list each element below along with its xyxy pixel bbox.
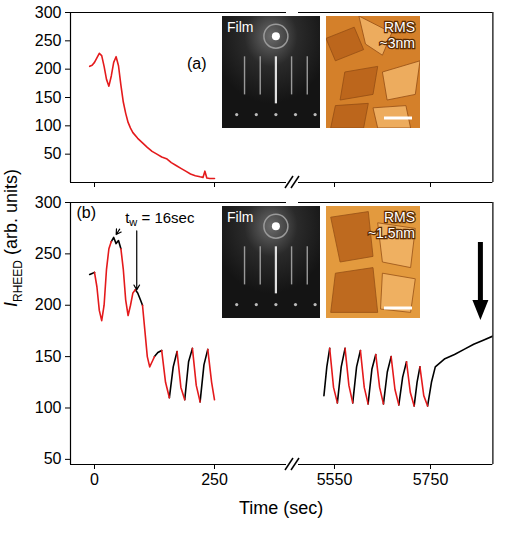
svg-text:100: 100 xyxy=(35,117,62,134)
svg-text:~3nm: ~3nm xyxy=(380,35,415,51)
svg-text:Film: Film xyxy=(227,209,253,225)
svg-text:50: 50 xyxy=(44,145,62,162)
svg-text:Time (sec): Time (sec) xyxy=(239,498,323,518)
svg-text:250: 250 xyxy=(35,245,62,262)
svg-text:tw = 16sec: tw = 16sec xyxy=(125,209,195,228)
svg-text:5550: 5550 xyxy=(317,471,353,488)
svg-text:250: 250 xyxy=(201,471,228,488)
svg-text:150: 150 xyxy=(35,89,62,106)
svg-text:5750: 5750 xyxy=(413,471,449,488)
svg-text:250: 250 xyxy=(35,32,62,49)
svg-text:Film: Film xyxy=(227,19,253,35)
svg-text:300: 300 xyxy=(35,4,62,21)
svg-text:50: 50 xyxy=(44,450,62,467)
svg-text:RMS: RMS xyxy=(384,209,415,225)
svg-text:200: 200 xyxy=(35,60,62,77)
svg-text:RMS: RMS xyxy=(384,19,415,35)
svg-text:300: 300 xyxy=(35,194,62,211)
svg-text:150: 150 xyxy=(35,348,62,365)
svg-text:~1.5nm: ~1.5nm xyxy=(368,225,415,241)
svg-text:(a): (a) xyxy=(187,55,207,72)
svg-text:(b): (b) xyxy=(77,204,97,221)
svg-text:100: 100 xyxy=(35,399,62,416)
svg-text:200: 200 xyxy=(35,296,62,313)
svg-text:0: 0 xyxy=(90,471,99,488)
svg-text:IRHEED (arb. units): IRHEED (arb. units) xyxy=(1,169,25,307)
